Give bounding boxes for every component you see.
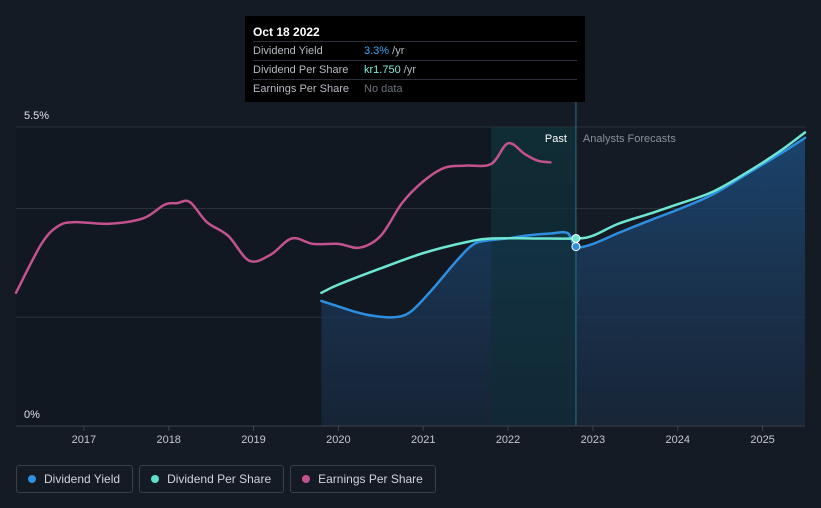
x-tick-label: 2025 xyxy=(750,434,774,446)
tooltip-unit: /yr xyxy=(389,45,405,57)
past-year-highlight xyxy=(491,127,576,426)
x-axis: 2017 2018 2019 2020 2021 2022 2023 2024 2025 xyxy=(16,425,805,446)
tooltip-value: No data xyxy=(364,83,403,95)
tooltip-row-dividend-per-share: Dividend Per Share kr1.750 /yr xyxy=(253,60,577,79)
chart-labels: 0% 5.5% Past Analysts Forecasts xyxy=(24,110,676,421)
y-tick-label: 0% xyxy=(24,409,40,421)
hover-tooltip: Oct 18 2022 Dividend Yield 3.3% /yr Divi… xyxy=(245,16,585,102)
x-tick-label: 2022 xyxy=(496,434,520,446)
series-layer xyxy=(14,100,807,426)
dividend-per-share-marker xyxy=(571,233,581,243)
tooltip-unit: /yr xyxy=(400,64,416,76)
x-tick-label: 2021 xyxy=(411,434,435,446)
legend-item-dividend-per-share[interactable]: Dividend Per Share xyxy=(139,465,285,493)
dividend-yield-marker xyxy=(571,242,581,252)
legend-dot-icon xyxy=(302,475,311,483)
tooltip-label: Dividend Per Share xyxy=(253,64,349,76)
tooltip-label: Dividend Yield xyxy=(253,45,323,57)
tooltip-value: 3.3% xyxy=(364,45,390,57)
legend-label: Dividend Per Share xyxy=(167,472,272,486)
legend-label: Dividend Yield xyxy=(44,472,121,486)
past-label: Past xyxy=(545,133,567,145)
earnings-per-share-line xyxy=(14,141,552,295)
legend-item-dividend-yield[interactable]: Dividend Yield xyxy=(16,465,134,493)
tooltip-row-dividend-yield: Dividend Yield 3.3% /yr xyxy=(253,41,577,60)
tooltip-row-earnings-per-share: Earnings Per Share No data xyxy=(253,79,577,98)
legend-label: Earnings Per Share xyxy=(318,472,423,486)
x-tick-label: 2019 xyxy=(241,434,265,446)
y-tick-label: 5.5% xyxy=(24,110,49,122)
tooltip-value: kr1.750 xyxy=(364,64,401,76)
legend-item-earnings-per-share[interactable]: Earnings Per Share xyxy=(290,465,436,493)
dividend-per-share-line xyxy=(320,131,807,295)
x-tick-label: 2020 xyxy=(326,434,350,446)
x-tick-label: 2017 xyxy=(72,434,96,446)
tooltip-label: Earnings Per Share xyxy=(253,83,349,95)
x-tick-label: 2018 xyxy=(156,434,180,446)
tooltip-date: Oct 18 2022 xyxy=(253,25,320,39)
x-tick-label: 2023 xyxy=(581,434,605,446)
chart-legend: Dividend Yield Dividend Per Share Earnin… xyxy=(16,465,436,493)
legend-dot-icon xyxy=(28,475,36,483)
x-tick-label: 2024 xyxy=(665,434,689,446)
legend-dot-icon xyxy=(151,475,160,483)
forecast-label: Analysts Forecasts xyxy=(583,133,676,145)
dividend-yield-line xyxy=(320,136,807,319)
